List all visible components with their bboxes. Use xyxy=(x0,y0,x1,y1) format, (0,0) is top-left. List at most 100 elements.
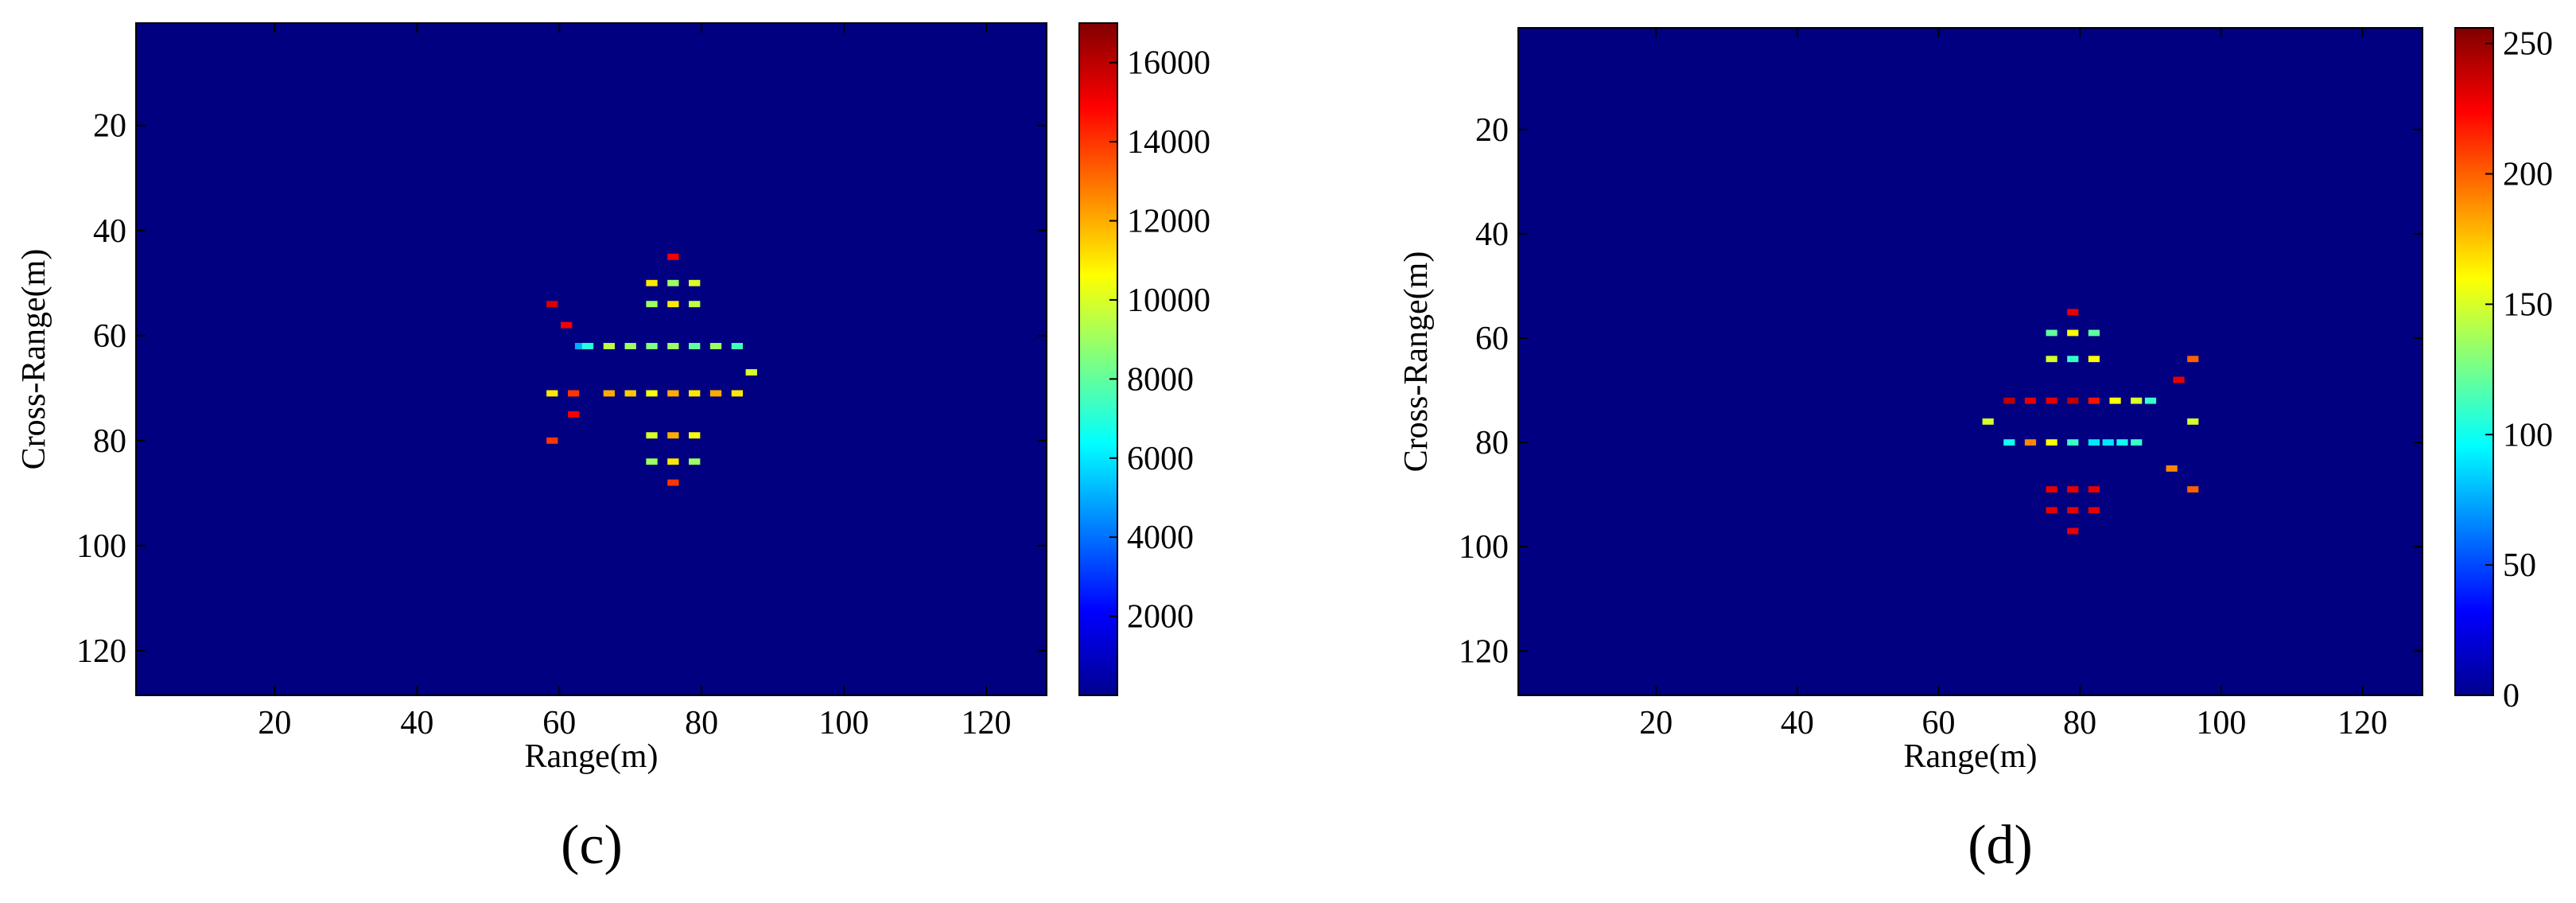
heatmap-cell xyxy=(745,369,757,376)
heatmap-cell xyxy=(2187,418,2199,425)
y-tick-label: 100 xyxy=(76,528,126,565)
y-tick-label: 40 xyxy=(93,213,126,250)
x-tick-label: 80 xyxy=(685,705,718,741)
y-tick-label: 80 xyxy=(93,423,126,460)
colorbar-tick-label: 150 xyxy=(2503,286,2553,323)
heatmap-cell xyxy=(2088,397,2100,404)
heatmap-cell xyxy=(667,432,679,439)
colorbar-tick-label: 2000 xyxy=(1127,599,1194,636)
heatmap-cell xyxy=(2046,356,2057,363)
heatmap-cell xyxy=(567,411,580,418)
x-tick-label: 20 xyxy=(1639,705,1673,741)
plot-frame xyxy=(135,22,1047,696)
heatmap-cell xyxy=(2046,329,2057,337)
colorbar-tick-label: 4000 xyxy=(1127,520,1194,556)
colorbar-tick-label: 50 xyxy=(2503,547,2536,584)
colorbar-tick-label: 10000 xyxy=(1127,282,1210,319)
heatmap-cell xyxy=(2116,439,2128,446)
x-tick-label: 40 xyxy=(400,705,433,741)
colorbar-tick-label: 14000 xyxy=(1127,124,1210,161)
plot-background xyxy=(1518,28,2423,695)
heatmap-cell xyxy=(2187,356,2199,363)
colorbar-tick-label: 100 xyxy=(2503,417,2553,453)
heatmap-cell xyxy=(2067,397,2079,404)
heatmap-cell xyxy=(646,458,658,465)
heatmap-cell xyxy=(2067,527,2079,535)
heatmap-cell xyxy=(2088,329,2100,337)
heatmap-cell xyxy=(689,301,701,308)
heatmap-cell xyxy=(603,390,616,397)
heatmap-cell xyxy=(574,343,587,349)
heatmap-cell xyxy=(2046,439,2057,446)
heatmap-cell xyxy=(689,458,701,465)
heatmap-cell xyxy=(2088,507,2100,514)
y-axis-label: Cross-Range(m) xyxy=(1398,251,1435,473)
heatmap-cell xyxy=(646,279,658,286)
heatmap-cell xyxy=(2088,486,2100,493)
heatmap-cell xyxy=(1982,418,1994,425)
x-tick-label: 120 xyxy=(2337,705,2388,741)
heatmap-cell xyxy=(709,390,722,397)
plot-frame xyxy=(1517,27,2423,696)
heatmap-cell xyxy=(624,343,636,349)
x-tick-label: 100 xyxy=(2196,705,2246,741)
colorbar xyxy=(2454,27,2494,696)
heatmap-cell xyxy=(2144,397,2157,404)
heatmap-cell xyxy=(2067,309,2079,316)
heatmap-cell xyxy=(624,390,636,397)
heatmap-cell xyxy=(2131,397,2143,404)
heatmap-cell xyxy=(2109,397,2121,404)
heatmap-cell xyxy=(646,343,658,349)
y-tick-label: 40 xyxy=(1475,216,1509,253)
heatmap-cell xyxy=(561,321,573,329)
heatmap-cell xyxy=(2102,439,2114,446)
heatmap-cell xyxy=(2067,439,2079,446)
heatmap-cell xyxy=(2173,376,2185,383)
heatmap-cell xyxy=(2131,439,2143,446)
heatmap-cell xyxy=(2046,397,2057,404)
heatmap-cell xyxy=(2067,486,2079,493)
plot-background xyxy=(136,23,1047,695)
x-tick-label: 100 xyxy=(819,705,869,741)
heatmap-cell xyxy=(2024,439,2037,446)
heatmap-cell xyxy=(689,343,701,349)
heatmap-cell xyxy=(2166,465,2178,472)
y-axis-label: Cross-Range(m) xyxy=(16,249,52,470)
y-tick-label: 20 xyxy=(1475,112,1509,149)
x-axis-label: Range(m) xyxy=(1904,738,2038,775)
heatmap-cell xyxy=(667,301,679,308)
x-tick-label: 80 xyxy=(2063,705,2096,741)
heatmap-cell xyxy=(689,432,701,439)
y-tick-label: 120 xyxy=(76,633,126,670)
heatmap-cell xyxy=(646,390,658,397)
heatmap-cell xyxy=(546,437,558,444)
heatmap-cell xyxy=(603,343,616,349)
heatmap-cell xyxy=(2187,486,2199,493)
colorbar-tick-label: 200 xyxy=(2503,157,2553,193)
heatmap-cell xyxy=(2046,507,2057,514)
x-tick-label: 60 xyxy=(542,705,576,741)
y-tick-label: 60 xyxy=(93,318,126,355)
colorbar-tick-label: 250 xyxy=(2503,26,2553,63)
heatmap-cell xyxy=(2024,397,2037,404)
colorbar-tick-label: 8000 xyxy=(1127,361,1194,398)
heatmap-cell xyxy=(2046,486,2057,493)
panel-label: (d) xyxy=(1968,815,2033,876)
heatmap-cell xyxy=(731,390,744,397)
heatmap-cell xyxy=(667,343,679,349)
colorbar xyxy=(1078,22,1118,696)
x-tick-label: 60 xyxy=(1922,705,1956,741)
x-tick-label: 120 xyxy=(961,705,1011,741)
colorbar-tick-label: 6000 xyxy=(1127,441,1194,477)
heatmap-cell xyxy=(581,343,594,349)
x-tick-label: 20 xyxy=(258,705,291,741)
heatmap-cell xyxy=(667,390,679,397)
heatmap-cell xyxy=(567,390,580,397)
heatmap-cell xyxy=(546,390,558,397)
heatmap-cell xyxy=(646,432,658,439)
heatmap-cell xyxy=(546,301,558,308)
y-tick-label: 20 xyxy=(93,108,126,145)
y-tick-label: 80 xyxy=(1475,425,1509,461)
x-tick-label: 40 xyxy=(1781,705,1814,741)
